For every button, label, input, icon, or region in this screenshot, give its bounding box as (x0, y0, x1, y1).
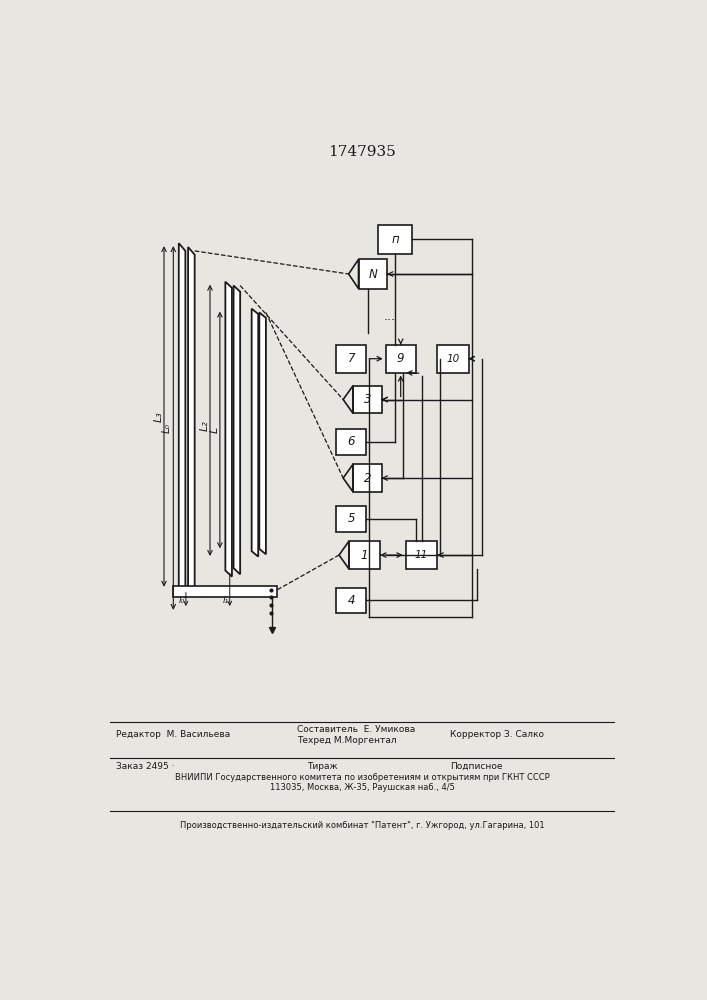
FancyBboxPatch shape (406, 541, 438, 569)
FancyBboxPatch shape (385, 345, 416, 373)
Text: Производственно-издательский комбинат "Патент", г. Ужгород, ул.Гагарина, 101: Производственно-издательский комбинат "П… (180, 821, 544, 830)
FancyBboxPatch shape (378, 225, 412, 254)
Polygon shape (252, 309, 258, 557)
Text: L: L (209, 427, 219, 433)
Text: 5: 5 (348, 512, 355, 525)
Text: 10: 10 (446, 354, 460, 364)
Text: ВНИИПИ Государственного комитета по изобретениям и открытиям при ГКНТ СССР: ВНИИПИ Государственного комитета по изоб… (175, 773, 550, 782)
Text: 7: 7 (348, 352, 355, 365)
Text: Заказ 2495 ·: Заказ 2495 · (116, 762, 174, 771)
FancyBboxPatch shape (353, 386, 382, 413)
Text: 6: 6 (348, 435, 355, 448)
FancyBboxPatch shape (337, 429, 366, 455)
FancyBboxPatch shape (337, 345, 366, 373)
FancyBboxPatch shape (337, 588, 366, 613)
Polygon shape (188, 247, 194, 594)
Text: Подписное: Подписное (450, 762, 503, 771)
FancyBboxPatch shape (353, 464, 382, 492)
Text: L₂: L₂ (199, 421, 209, 431)
FancyBboxPatch shape (358, 259, 387, 289)
FancyBboxPatch shape (437, 345, 469, 373)
Text: Составитель  Е. Умикова: Составитель Е. Умикова (297, 725, 415, 734)
Text: 4: 4 (348, 594, 355, 607)
Text: Тираж: Тираж (308, 762, 338, 771)
Text: Корректор З. Салко: Корректор З. Салко (450, 730, 544, 739)
Polygon shape (259, 312, 266, 554)
Text: Техред М.Моргентал: Техред М.Моргентал (297, 736, 396, 745)
Text: L₃: L₃ (153, 411, 163, 422)
Text: 11: 11 (415, 550, 428, 560)
Text: l₀: l₀ (178, 596, 185, 605)
Text: L₀: L₀ (162, 423, 172, 433)
Polygon shape (226, 282, 232, 577)
Polygon shape (173, 586, 277, 597)
Text: 113035, Москва, Ж-35, Раушская наб., 4/5: 113035, Москва, Ж-35, Раушская наб., 4/5 (270, 783, 455, 792)
Text: 1: 1 (361, 549, 368, 562)
Text: N: N (368, 267, 377, 280)
Text: 3: 3 (363, 393, 371, 406)
Polygon shape (233, 286, 240, 574)
Text: ...: ... (384, 310, 396, 323)
Text: 9: 9 (397, 352, 404, 365)
Text: 1747935: 1747935 (329, 145, 396, 159)
Text: п: п (392, 233, 399, 246)
Text: Редактор  М. Васильева: Редактор М. Васильева (116, 730, 230, 739)
FancyBboxPatch shape (349, 541, 380, 569)
FancyBboxPatch shape (337, 506, 366, 532)
Text: l₁: l₁ (222, 596, 228, 605)
Polygon shape (179, 243, 185, 597)
Text: 2: 2 (363, 472, 371, 485)
